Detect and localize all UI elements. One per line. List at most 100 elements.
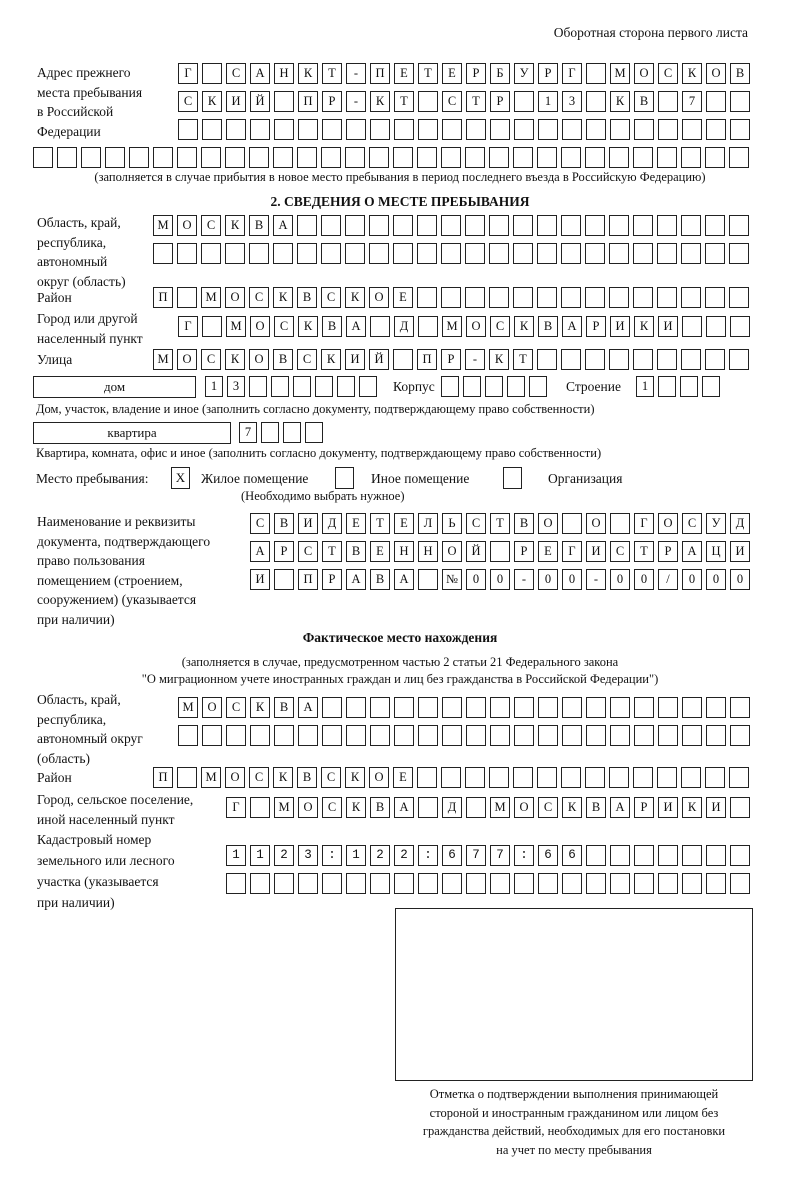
char-cell[interactable]: Д bbox=[730, 513, 750, 534]
char-cell[interactable] bbox=[586, 63, 606, 84]
char-cell[interactable] bbox=[489, 147, 509, 168]
char-cell[interactable] bbox=[682, 697, 702, 718]
char-cell[interactable] bbox=[680, 376, 698, 397]
char-cell[interactable] bbox=[393, 243, 413, 264]
char-cell[interactable]: Р bbox=[322, 569, 342, 590]
char-cell[interactable] bbox=[298, 873, 318, 894]
char-cell[interactable] bbox=[513, 215, 533, 236]
char-cell[interactable]: И bbox=[226, 91, 246, 112]
char-cell[interactable]: Т bbox=[322, 63, 342, 84]
char-cell[interactable] bbox=[586, 873, 606, 894]
char-cell[interactable] bbox=[730, 797, 750, 818]
char-cell[interactable]: 0 bbox=[466, 569, 486, 590]
char-cell[interactable] bbox=[346, 119, 366, 140]
char-cell[interactable] bbox=[538, 725, 558, 746]
char-cell[interactable] bbox=[370, 119, 390, 140]
char-cell[interactable] bbox=[441, 147, 461, 168]
char-cell[interactable]: О bbox=[466, 316, 486, 337]
char-cell[interactable] bbox=[609, 287, 629, 308]
char-cell[interactable] bbox=[489, 243, 509, 264]
char-cell[interactable] bbox=[585, 287, 605, 308]
char-cell[interactable]: С bbox=[321, 287, 341, 308]
char-cell[interactable] bbox=[585, 215, 605, 236]
char-cell[interactable]: В bbox=[370, 797, 390, 818]
char-cell[interactable]: К bbox=[298, 63, 318, 84]
char-cell[interactable] bbox=[202, 725, 222, 746]
char-cell[interactable] bbox=[298, 119, 318, 140]
char-cell[interactable]: А bbox=[394, 797, 414, 818]
char-cell[interactable] bbox=[514, 845, 534, 866]
char-cell[interactable]: С bbox=[321, 767, 341, 788]
char-cell[interactable] bbox=[490, 725, 510, 746]
char-cell[interactable]: К bbox=[273, 767, 293, 788]
char-cell[interactable]: № bbox=[442, 569, 462, 590]
char-cell[interactable] bbox=[658, 376, 676, 397]
char-cell[interactable] bbox=[202, 63, 222, 84]
char-cell[interactable]: Т bbox=[634, 541, 654, 562]
char-cell[interactable] bbox=[562, 725, 582, 746]
char-cell[interactable] bbox=[682, 119, 702, 140]
char-cell[interactable]: О bbox=[634, 63, 654, 84]
char-cell[interactable] bbox=[657, 243, 677, 264]
char-cell[interactable] bbox=[633, 287, 653, 308]
char-cell[interactable] bbox=[610, 845, 630, 866]
char-cell[interactable] bbox=[394, 725, 414, 746]
char-cell[interactable]: М bbox=[226, 316, 246, 337]
char-cell[interactable] bbox=[706, 91, 726, 112]
char-cell[interactable] bbox=[705, 243, 725, 264]
char-cell[interactable] bbox=[730, 697, 750, 718]
char-cell[interactable] bbox=[418, 697, 438, 718]
char-cell[interactable] bbox=[274, 873, 294, 894]
char-cell[interactable] bbox=[153, 147, 173, 168]
char-cell[interactable]: В bbox=[346, 541, 366, 562]
char-cell[interactable] bbox=[514, 873, 534, 894]
char-cell[interactable]: О bbox=[442, 541, 462, 562]
char-cell[interactable] bbox=[562, 845, 582, 866]
region-row-2[interactable] bbox=[153, 243, 753, 264]
char-cell[interactable] bbox=[586, 119, 606, 140]
char-cell[interactable] bbox=[345, 215, 365, 236]
char-cell[interactable] bbox=[729, 147, 749, 168]
char-cell[interactable] bbox=[610, 725, 630, 746]
char-cell[interactable] bbox=[274, 845, 294, 866]
char-cell[interactable]: Р bbox=[586, 316, 606, 337]
char-cell[interactable] bbox=[441, 767, 461, 788]
char-cell[interactable]: Ь bbox=[442, 513, 462, 534]
char-cell[interactable]: М bbox=[153, 215, 173, 236]
char-cell[interactable] bbox=[657, 349, 677, 370]
char-cell[interactable] bbox=[57, 147, 77, 168]
char-cell[interactable] bbox=[249, 376, 267, 397]
char-cell[interactable]: - bbox=[346, 63, 366, 84]
char-cell[interactable] bbox=[81, 147, 101, 168]
char-cell[interactable] bbox=[634, 725, 654, 746]
char-cell[interactable] bbox=[681, 767, 701, 788]
char-cell[interactable] bbox=[274, 569, 294, 590]
char-cell[interactable] bbox=[153, 243, 173, 264]
char-cell[interactable]: Г bbox=[562, 541, 582, 562]
char-cell[interactable] bbox=[561, 147, 581, 168]
char-cell[interactable] bbox=[514, 119, 534, 140]
char-cell[interactable]: 3 bbox=[227, 376, 245, 397]
char-cell[interactable] bbox=[706, 119, 726, 140]
char-cell[interactable] bbox=[682, 725, 702, 746]
char-cell[interactable]: С bbox=[201, 215, 221, 236]
char-cell[interactable]: П bbox=[298, 91, 318, 112]
char-cell[interactable] bbox=[538, 873, 558, 894]
char-cell[interactable] bbox=[417, 147, 437, 168]
char-cell[interactable]: 0 bbox=[610, 569, 630, 590]
char-cell[interactable] bbox=[561, 215, 581, 236]
char-cell[interactable] bbox=[585, 767, 605, 788]
char-cell[interactable] bbox=[658, 91, 678, 112]
char-cell[interactable]: В bbox=[370, 569, 390, 590]
char-cell[interactable]: - bbox=[586, 569, 606, 590]
char-cell[interactable] bbox=[418, 316, 438, 337]
char-cell[interactable] bbox=[177, 147, 197, 168]
char-cell[interactable]: 1 bbox=[636, 376, 654, 397]
char-cell[interactable] bbox=[33, 147, 53, 168]
char-cell[interactable]: Т bbox=[418, 63, 438, 84]
char-cell[interactable]: - bbox=[514, 569, 534, 590]
apartment-type-field[interactable]: квартира bbox=[33, 422, 231, 444]
char-cell[interactable]: 1 bbox=[205, 376, 223, 397]
char-cell[interactable]: Г bbox=[178, 63, 198, 84]
